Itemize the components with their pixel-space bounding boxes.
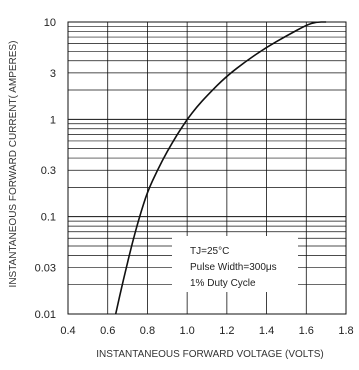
x-tick-label: 0.8: [140, 325, 155, 337]
y-tick-label: 0.1: [41, 212, 56, 224]
x-tick-label: 0.6: [100, 325, 115, 337]
y-tick-label: 0.01: [35, 309, 56, 321]
y-tick-label: 10: [44, 17, 56, 29]
annotation-pulse-width: Pulse Width=300μs: [190, 262, 277, 273]
y-axis-label: INSTANTANEOUS FORWARD CURRENT( AMPERES): [8, 41, 19, 288]
x-tick-label: 1.4: [259, 325, 274, 337]
x-tick-labels: 0.4 0.6 0.8 1.0 1.2 1.4 1.6 1.8: [60, 325, 353, 337]
x-tick-label: 1.0: [179, 325, 194, 337]
y-tick-label: 1: [50, 114, 56, 126]
x-tick-label: 1.2: [219, 325, 234, 337]
y-tick-labels: 0.01 0.03 0.1 0.3 1 3 10: [35, 17, 56, 321]
annotation-duty-cycle: 1% Duty Cycle: [190, 278, 256, 289]
x-axis-label: INSTANTANEOUS FORWARD VOLTAGE (VOLTS): [96, 349, 323, 360]
x-tick-label: 0.4: [60, 325, 75, 337]
x-tick-label: 1.6: [299, 325, 314, 337]
forward-current-curve: [114, 21, 327, 315]
y-tick-label: 0.3: [41, 165, 56, 177]
y-tick-label: 0.03: [35, 263, 56, 275]
annotation-box: [172, 236, 298, 292]
annotation-temperature: TJ=25°C: [190, 246, 229, 257]
y-tick-label: 3: [50, 68, 56, 80]
x-tick-label: 1.8: [338, 325, 353, 337]
plot-frame: [67, 21, 347, 315]
